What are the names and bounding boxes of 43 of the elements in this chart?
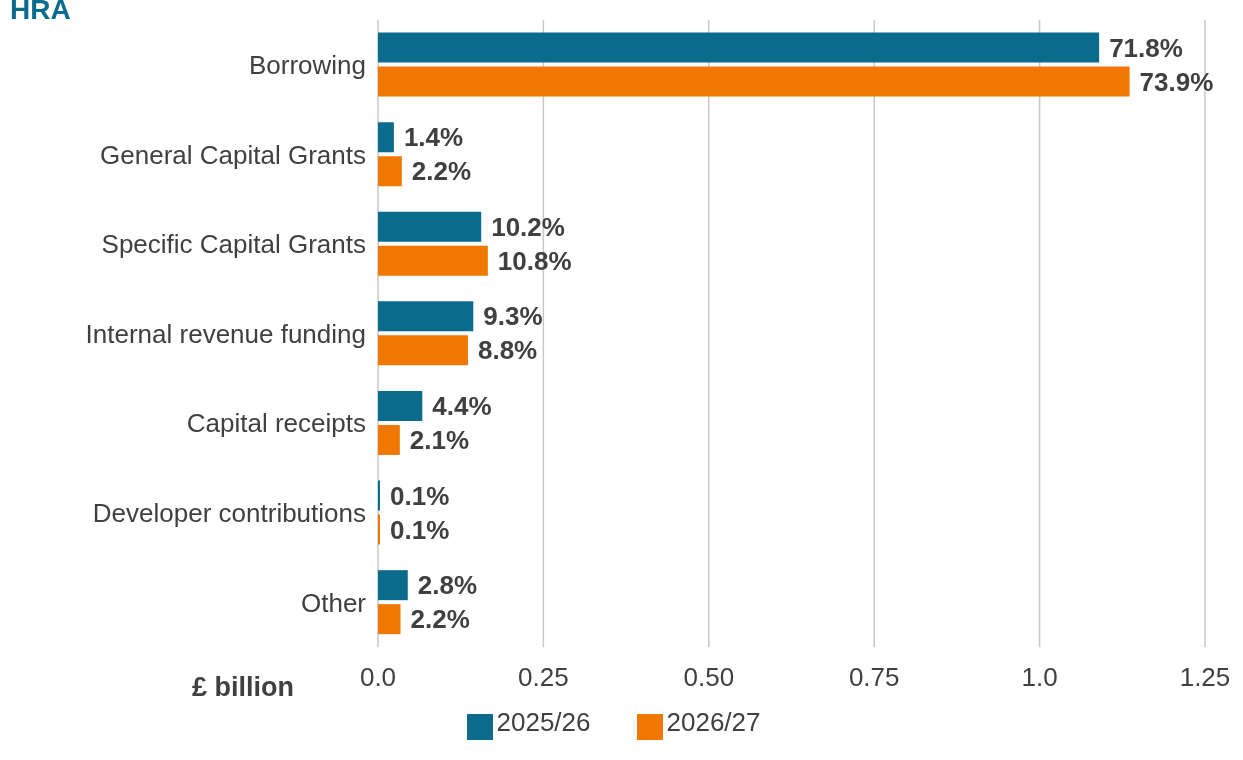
annotation: 4.4% xyxy=(432,391,492,422)
bar xyxy=(378,32,1100,63)
annotation: 0.1% xyxy=(389,514,450,545)
bar xyxy=(378,424,400,455)
annotation: 9.3% xyxy=(483,301,543,332)
annotation: 10.2% xyxy=(491,211,565,242)
y-tick-label: Specific Capital Grants xyxy=(101,229,366,260)
x-tick-label: 1.25 xyxy=(1179,661,1231,692)
legend-label: 2025/26 xyxy=(496,707,591,738)
x-tick-label: 0.50 xyxy=(683,661,735,692)
bar xyxy=(378,335,468,366)
annotation: 2.2% xyxy=(411,156,472,187)
annotation: 8.8% xyxy=(477,335,538,366)
x-axis-title: £ billion xyxy=(192,672,295,703)
x-tick-label: 1.0 xyxy=(1021,661,1058,692)
bar xyxy=(378,390,423,421)
annotation: 1.4% xyxy=(403,122,464,153)
y-tick-label: Internal revenue funding xyxy=(85,318,366,349)
y-tick-label: Developer contributions xyxy=(92,498,366,529)
bar xyxy=(378,156,402,187)
annotation: 2.2% xyxy=(410,604,470,635)
annotation: 0.1% xyxy=(389,480,450,511)
y-tick-label: Other xyxy=(300,587,367,618)
x-tick-label: 0.75 xyxy=(848,661,900,692)
bar xyxy=(378,122,394,153)
bar xyxy=(378,211,482,242)
y-tick-label: Capital receipts xyxy=(186,408,366,439)
y-tick-label: General Capital Grants xyxy=(100,139,366,170)
text: HRA xyxy=(10,0,71,26)
bar xyxy=(378,301,474,332)
bar xyxy=(378,604,401,635)
bar xyxy=(378,245,488,276)
annotation: 2.8% xyxy=(417,570,478,601)
x-tick-label: 0.25 xyxy=(518,661,569,692)
annotation: 10.8% xyxy=(497,245,572,276)
legend-label: 2026/27 xyxy=(666,707,761,738)
bar xyxy=(378,66,1130,97)
annotation: 71.8% xyxy=(1109,32,1183,63)
annotation: 2.1% xyxy=(409,425,470,456)
y-tick-label: Borrowing xyxy=(248,50,366,81)
x-tick-label: 0.0 xyxy=(359,661,397,692)
annotation: 73.9% xyxy=(1139,66,1214,97)
bar xyxy=(378,570,408,601)
